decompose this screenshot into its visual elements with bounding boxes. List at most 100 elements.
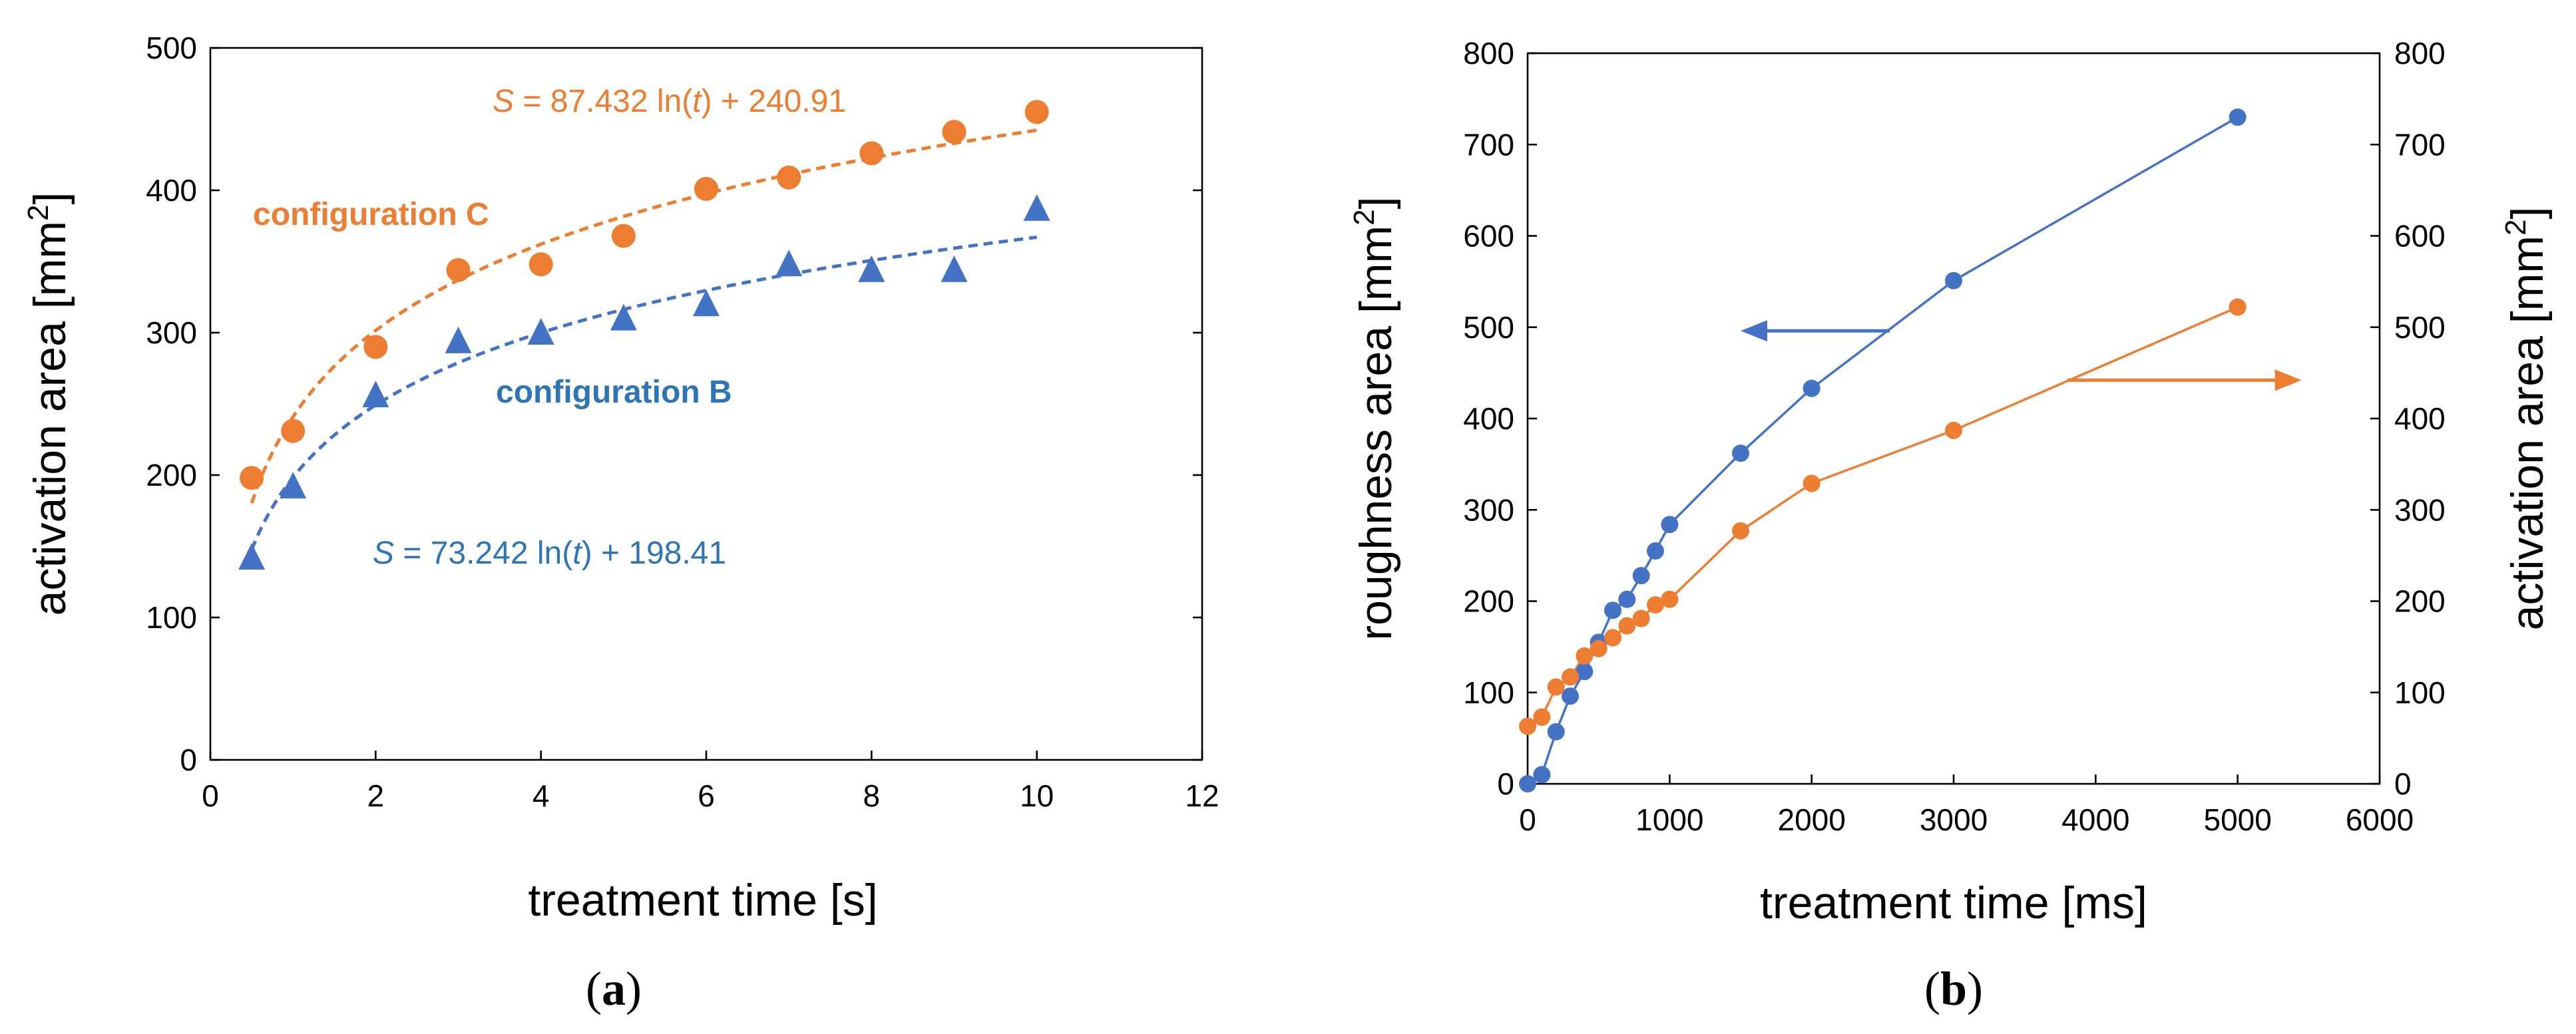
- panel-b-left-y-title-main: roughness area [mm: [1351, 226, 1401, 641]
- data-point-left-axis-series: [1945, 271, 1962, 289]
- panel-a-x-axis-title: treatment time [s]: [528, 875, 877, 926]
- data-point-configuration-b: [1023, 194, 1050, 221]
- panel-a-y-tick-label: 200: [146, 458, 197, 492]
- panel-a-label-close: ): [626, 962, 642, 1015]
- data-point-left-axis-series: [1732, 444, 1749, 462]
- data-point-configuration-c: [1024, 100, 1049, 124]
- series-label-configuration-c: configuration C: [253, 197, 489, 232]
- panel-a-x-tick-label: 12: [1185, 778, 1219, 813]
- panel-b-x-tick-label: 2000: [1777, 802, 1845, 837]
- series-line-left-axis: [1527, 116, 2239, 785]
- data-point-configuration-b: [775, 250, 803, 277]
- data-point-left-axis-series: [1803, 379, 1821, 397]
- panel-a-y-title-sup: 2: [22, 205, 55, 221]
- panel-a-x-tick-label: 8: [863, 778, 881, 813]
- data-point-right-axis-series: [1576, 647, 1594, 665]
- data-point-right-axis-series: [1661, 590, 1679, 608]
- panel-a-y-tick-label: 300: [146, 315, 197, 350]
- panel-b-x-tick-label: 6000: [2346, 802, 2414, 837]
- data-point-right-axis-series: [1604, 629, 1621, 647]
- data-point-configuration-c: [611, 224, 636, 248]
- equation-c-post: ) + 240.91: [702, 84, 847, 119]
- panel-b-left-y-tick-label: 300: [1463, 492, 1514, 527]
- panel-b-left-y-ticks: 0 100 200 300 400 500 600 700 800: [1463, 36, 1537, 801]
- panel-b-left-y-title-close: ]: [1351, 196, 1401, 209]
- data-point-configuration-c: [240, 466, 264, 490]
- panel-b-chart: 0 100 200 300 400 500 600 700 800 0 100 200 300 400 5…: [1348, 36, 2553, 1015]
- equation-configuration-c: S = 87.432 ln(t) + 240.91: [493, 84, 846, 119]
- data-point-left-axis-series: [2229, 108, 2247, 126]
- equation-b-symbol: S: [373, 536, 394, 571]
- panel-a-x-tick-label: 10: [1020, 778, 1054, 813]
- panel-b-left-y-tick-label: 700: [1463, 127, 1514, 162]
- panel-b-left-y-axis-title: roughness area [mm2]: [1348, 196, 1401, 640]
- data-point-configuration-b: [238, 543, 266, 570]
- data-point-left-axis-series: [1647, 542, 1664, 560]
- equation-c-symbol: S: [493, 84, 514, 119]
- data-point-configuration-b: [858, 255, 885, 282]
- data-point-right-axis-series: [1562, 668, 1579, 686]
- data-point-configuration-c: [363, 335, 388, 359]
- data-point-right-axis-series: [1590, 639, 1608, 657]
- equation-configuration-b: S = 73.242 ln(t) + 198.41: [373, 536, 726, 571]
- data-point-right-axis-series: [1647, 596, 1664, 613]
- data-point-configuration-c: [281, 419, 306, 443]
- panel-a-y-tick-label: 100: [146, 600, 197, 635]
- panel-b-right-y-tick-label: 100: [2394, 675, 2446, 710]
- panel-a-y-tick-label: 500: [146, 31, 197, 65]
- data-point-configuration-c: [694, 176, 718, 201]
- equation-b-var: t: [572, 536, 582, 571]
- panel-a-x-ticks: 0 2 4 6 8 10 12: [202, 751, 1219, 813]
- data-point-configuration-b: [280, 472, 307, 499]
- panel-b-x-axis-title: treatment time [ms]: [1760, 878, 2147, 928]
- panel-b-left-y-tick-label: 600: [1463, 219, 1514, 254]
- equation-c-var: t: [692, 84, 702, 119]
- data-point-right-axis-series: [1945, 421, 1962, 439]
- series-label-configuration-b: configuration B: [496, 375, 732, 410]
- panel-b-axis-arrows: [1741, 320, 2302, 391]
- panel-b-x-tick-label: 3000: [1920, 802, 1988, 837]
- panel-a-x-tick-label: 6: [698, 778, 715, 813]
- panel-b-left-y-tick-label: 500: [1463, 310, 1514, 345]
- panel-b-right-y-title-sup: 2: [2499, 220, 2532, 236]
- equation-b-mid: = 73.242 ln(: [394, 536, 572, 571]
- data-point-left-axis-series: [1547, 723, 1565, 741]
- data-point-right-axis-series: [1618, 617, 1636, 635]
- equation-b-post: ) + 198.41: [582, 536, 727, 571]
- data-point-configuration-c: [529, 252, 553, 277]
- panel-b-right-y-tick-label: 800: [2394, 36, 2446, 71]
- data-point-configuration-b: [941, 255, 968, 282]
- data-point-right-axis-series: [1732, 522, 1749, 540]
- panel-b-label: (b): [1924, 962, 1983, 1015]
- panel-b-left-y-title-sup: 2: [1348, 209, 1381, 225]
- panel-a-y-ticks: 0 100 200 300 400 500: [146, 31, 1202, 777]
- panel-a-x-tick-label: 2: [367, 778, 385, 813]
- panel-b-right-y-tick-label: 0: [2394, 767, 2412, 801]
- panel-a-y-tick-label: 0: [180, 743, 197, 777]
- panel-b-x-tick-label: 0: [1519, 802, 1536, 837]
- data-point-configuration-c: [942, 120, 966, 144]
- data-point-configuration-b: [445, 326, 472, 353]
- panel-b-label-letter: b: [1940, 962, 1967, 1015]
- panel-b-right-y-title-close: ]: [2502, 207, 2553, 220]
- data-point-left-axis-series: [1533, 766, 1551, 784]
- data-point-left-axis-series: [1519, 775, 1536, 792]
- panel-b-right-y-tick-label: 600: [2394, 219, 2446, 254]
- panel-b-right-y-tick-label: 700: [2394, 127, 2446, 162]
- panel-b-x-ticks: 0 1000 2000 3000 4000 5000 6000: [1519, 775, 2414, 837]
- panel-b-right-y-ticks: 0 100 200 300 400 500 600 700 800: [2370, 36, 2446, 801]
- panel-a-label-letter: a: [602, 962, 626, 1015]
- data-point-configuration-c: [446, 258, 471, 282]
- panel-b-series-lines: [1527, 116, 2239, 785]
- panel-b-right-y-tick-label: 300: [2394, 492, 2446, 527]
- panel-a-y-title-close: ]: [25, 192, 75, 205]
- data-point-configuration-c: [859, 141, 884, 166]
- data-point-right-axis-series: [1632, 609, 1650, 627]
- panel-a-x-tick-label: 0: [202, 778, 219, 813]
- data-point-left-axis-series: [1562, 687, 1579, 705]
- panel-b-left-y-tick-label: 100: [1463, 675, 1514, 710]
- arrow-head-right: [2274, 369, 2302, 391]
- panel-a-label-open: (: [586, 962, 602, 1015]
- data-point-configuration-b: [610, 303, 637, 331]
- equation-c-mid: = 87.432 ln(: [514, 84, 692, 119]
